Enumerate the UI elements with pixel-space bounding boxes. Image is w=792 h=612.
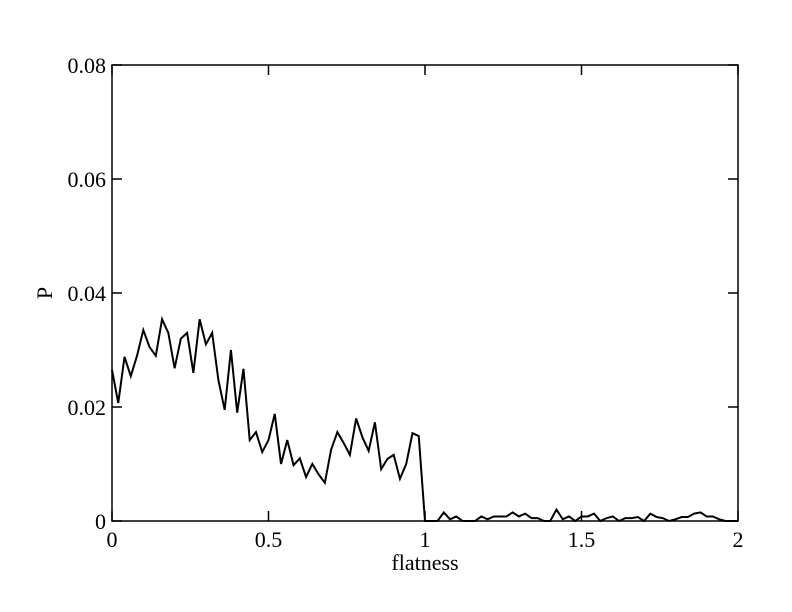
x-tick-label: 1.5 <box>568 527 596 552</box>
x-tick-label: 0.5 <box>255 527 283 552</box>
x-tick-label: 0 <box>107 527 118 552</box>
x-tick-label: 1 <box>420 527 431 552</box>
x-tick-label: 2 <box>733 527 744 552</box>
y-tick-label: 0 <box>95 509 106 534</box>
y-axis-label: P <box>32 287 57 299</box>
y-tick-label: 0.08 <box>68 53 107 78</box>
y-tick-label: 0.04 <box>68 281 107 306</box>
y-tick-label: 0.06 <box>68 167 107 192</box>
x-axis-label: flatness <box>391 550 458 575</box>
data-line <box>111 315 738 523</box>
y-tick-label: 0.02 <box>68 395 107 420</box>
plot-frame <box>111 64 739 522</box>
